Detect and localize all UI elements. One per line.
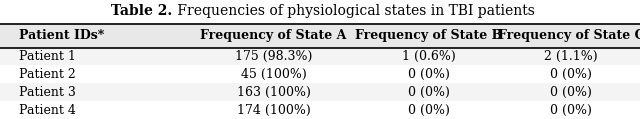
Text: 0 (0%): 0 (0%) xyxy=(408,86,450,99)
Text: 45 (100%): 45 (100%) xyxy=(241,68,307,81)
Text: Table 2. Frequencies of physiological states in TBI patients: Table 2. Frequencies of physiological st… xyxy=(111,4,529,18)
Text: 1 (0.6%): 1 (0.6%) xyxy=(402,50,456,63)
Text: 0 (0%): 0 (0%) xyxy=(550,68,592,81)
Text: Frequency of State B: Frequency of State B xyxy=(355,29,502,42)
Text: Patient 1: Patient 1 xyxy=(19,50,76,63)
Text: 163 (100%): 163 (100%) xyxy=(237,86,310,99)
Text: 0 (0%): 0 (0%) xyxy=(550,86,592,99)
Text: 174 (100%): 174 (100%) xyxy=(237,104,310,117)
Text: Frequency of State A: Frequency of State A xyxy=(200,29,347,42)
Text: 2 (1.1%): 2 (1.1%) xyxy=(545,50,598,63)
Text: Patient IDs*: Patient IDs* xyxy=(19,29,104,42)
Bar xyxy=(0,48,640,65)
Text: 0 (0%): 0 (0%) xyxy=(408,68,450,81)
Text: Table 2.: Table 2. xyxy=(0,4,61,18)
Bar xyxy=(0,83,640,101)
Text: 175 (98.3%): 175 (98.3%) xyxy=(235,50,312,63)
Text: Frequencies of physiological states in TBI patients: Frequencies of physiological states in T… xyxy=(173,4,534,18)
Text: 0 (0%): 0 (0%) xyxy=(550,104,592,117)
Text: Patient 4: Patient 4 xyxy=(19,104,76,117)
Text: Patient 3: Patient 3 xyxy=(19,86,76,99)
Text: Table 2.: Table 2. xyxy=(111,4,173,18)
Text: Frequency of State C: Frequency of State C xyxy=(498,29,640,42)
Text: 0 (0%): 0 (0%) xyxy=(408,104,450,117)
Text: Patient 2: Patient 2 xyxy=(19,68,76,81)
Bar xyxy=(0,24,640,48)
